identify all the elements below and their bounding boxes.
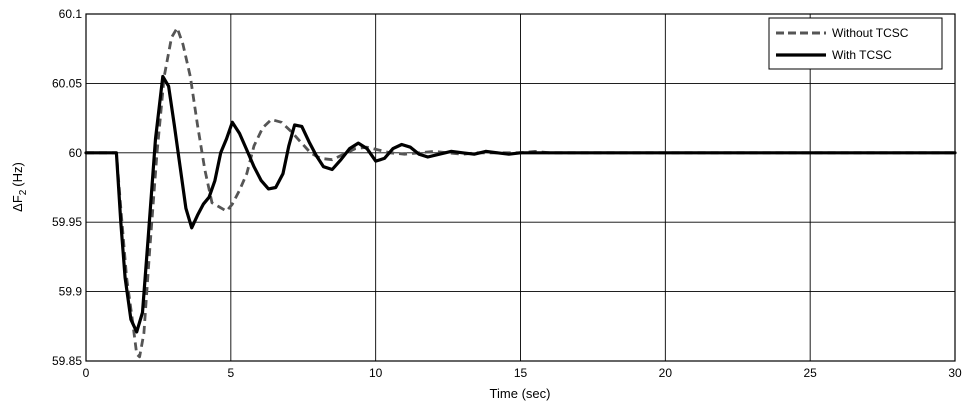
grid-lines [86, 14, 955, 361]
y-tick-label: 60.1 [59, 7, 83, 21]
x-tick-label: 30 [948, 366, 962, 380]
y-axis-label-main: ΔF [10, 195, 25, 212]
x-tick-label: 10 [369, 366, 383, 380]
legend: Without TCSC With TCSC [768, 17, 943, 70]
legend-label-with-tcsc: With TCSC [832, 48, 892, 62]
series-line-without-tcsc [86, 26, 955, 359]
x-tick-label: 25 [803, 366, 817, 380]
y-tick-label: 59.9 [59, 285, 83, 299]
series-line-with-tcsc [84, 74, 957, 334]
x-tick-labels: 0 5 10 15 20 25 30 [83, 366, 962, 380]
x-tick-label: 0 [83, 366, 90, 380]
y-axis-label-subscript: 2 [18, 189, 29, 195]
y-tick-labels: 59.85 59.9 59.95 60 60.05 60.1 [52, 7, 82, 368]
plot-frame [85, 13, 956, 362]
x-axis-label: Time (sec) [490, 386, 551, 401]
y-tick-label: 60 [69, 146, 83, 160]
x-tick-label: 15 [514, 366, 528, 380]
y-axis-label-unit: (Hz) [10, 162, 25, 187]
legend-label-without-tcsc: Without TCSC [832, 26, 909, 40]
legend-box [768, 17, 943, 70]
y-axis-label: ΔF2 (Hz) [10, 162, 29, 212]
y-tick-label: 59.95 [52, 215, 82, 229]
x-tick-label: 5 [227, 366, 234, 380]
svg-text:ΔF2(Hz): ΔF2 (Hz) [10, 162, 29, 212]
y-tick-label: 59.85 [52, 354, 82, 368]
y-tick-label: 60.05 [52, 76, 82, 90]
series-layer [84, 26, 957, 359]
x-tick-label: 20 [659, 366, 673, 380]
